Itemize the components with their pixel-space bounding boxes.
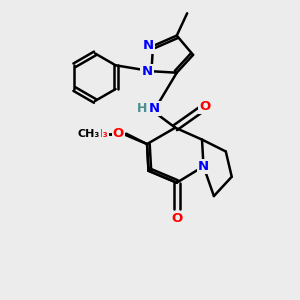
Text: N: N — [143, 40, 154, 52]
Text: OCH₃: OCH₃ — [76, 129, 108, 139]
Text: N: N — [142, 65, 153, 78]
Text: O: O — [112, 127, 124, 140]
Text: CH₃: CH₃ — [78, 129, 100, 139]
Text: O: O — [113, 127, 124, 140]
Text: N: N — [149, 102, 160, 115]
Text: O: O — [171, 212, 182, 225]
Text: N: N — [198, 160, 209, 173]
Text: H: H — [137, 102, 147, 115]
Text: O: O — [200, 100, 211, 113]
